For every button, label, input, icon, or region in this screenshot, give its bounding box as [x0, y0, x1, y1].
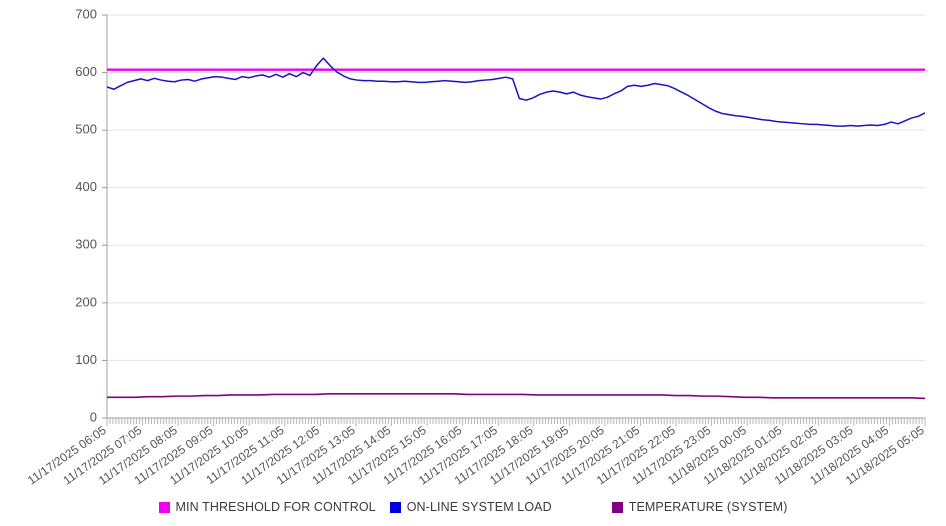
- series-line-online-system-load: [107, 57, 925, 127]
- y-axis-tick-label: 300: [75, 237, 97, 252]
- legend-item-min-threshold[interactable]: MIN THRESHOLD FOR CONTROL: [158, 500, 376, 514]
- legend-item-temperature[interactable]: TEMPERATURE (SYSTEM): [611, 500, 788, 514]
- y-axis-tick-label: 700: [75, 6, 97, 21]
- legend-swatch-temperature: [611, 501, 623, 513]
- y-axis-tick-label: 600: [75, 64, 97, 79]
- y-axis-tick-label: 200: [75, 294, 97, 309]
- legend-label-online-system-load: ON-LINE SYSTEM LOAD: [406, 500, 552, 514]
- y-axis-tick-label: 0: [90, 409, 97, 424]
- legend-label-min-threshold: MIN THRESHOLD FOR CONTROL: [175, 500, 376, 514]
- legend-label-temperature: TEMPERATURE (SYSTEM): [628, 500, 788, 514]
- legend-swatch-min-threshold: [158, 501, 170, 513]
- legend-item-online-system-load[interactable]: ON-LINE SYSTEM LOAD: [389, 500, 552, 514]
- series-line-temperature: [107, 393, 925, 400]
- legend-swatch-online-system-load: [389, 501, 401, 513]
- chart-legend: MIN THRESHOLD FOR CONTROL ON-LINE SYSTEM…: [0, 496, 946, 518]
- y-axis-tick-label: 500: [75, 122, 97, 137]
- y-axis-tick-label: 100: [75, 352, 97, 367]
- y-axis-tick-label: 400: [75, 179, 97, 194]
